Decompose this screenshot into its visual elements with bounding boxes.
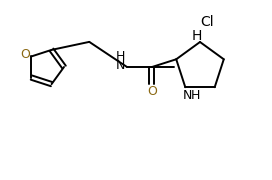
Text: Cl: Cl xyxy=(200,15,214,29)
Text: N: N xyxy=(183,89,192,102)
Text: O: O xyxy=(147,84,157,98)
Text: H: H xyxy=(192,29,202,43)
Text: H: H xyxy=(191,89,200,102)
Text: O: O xyxy=(20,48,30,61)
Text: N: N xyxy=(115,58,125,71)
Text: H: H xyxy=(115,50,125,62)
